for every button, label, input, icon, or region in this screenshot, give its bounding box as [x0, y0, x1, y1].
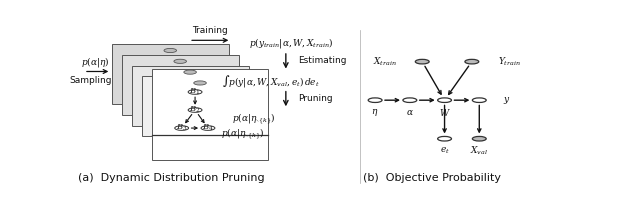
- Text: $W$: $W$: [438, 107, 451, 118]
- Circle shape: [472, 98, 486, 102]
- Bar: [122, 55, 239, 115]
- Circle shape: [438, 137, 451, 141]
- Circle shape: [415, 59, 429, 64]
- Text: $y$: $y$: [503, 95, 510, 106]
- Circle shape: [438, 98, 451, 102]
- Circle shape: [175, 126, 189, 130]
- Bar: [152, 69, 269, 160]
- Circle shape: [194, 81, 206, 85]
- Text: Pruning: Pruning: [298, 94, 333, 103]
- Text: $B_2$: $B_2$: [189, 105, 201, 115]
- Circle shape: [164, 48, 177, 53]
- Text: $e_t$: $e_t$: [440, 146, 449, 156]
- Circle shape: [184, 70, 196, 74]
- Text: $p(\alpha|\eta_{\setminus\{k\}})$: $p(\alpha|\eta_{\setminus\{k\}})$: [221, 127, 265, 142]
- Text: $\alpha$: $\alpha$: [406, 108, 414, 117]
- Circle shape: [188, 90, 202, 94]
- Text: $\int p(y|\alpha, W, X_{val}, e_t)\, de_t$: $\int p(y|\alpha, W, X_{val}, e_t)\, de_…: [222, 72, 320, 89]
- Circle shape: [188, 108, 202, 112]
- Text: Estimating: Estimating: [298, 56, 347, 65]
- Circle shape: [403, 98, 417, 102]
- Text: $\eta$: $\eta$: [371, 107, 379, 118]
- Text: Training: Training: [193, 26, 228, 35]
- Circle shape: [174, 59, 186, 63]
- Circle shape: [465, 59, 479, 64]
- Text: (a)  Dynamic Distribution Pruning: (a) Dynamic Distribution Pruning: [79, 173, 265, 183]
- Text: $p(y_{train}|\alpha, W, X_{train})$: $p(y_{train}|\alpha, W, X_{train})$: [248, 36, 333, 50]
- Text: $B_1$: $B_1$: [189, 87, 201, 97]
- Text: $B_3$: $B_3$: [176, 123, 188, 133]
- Text: $p(\alpha|\eta)$: $p(\alpha|\eta)$: [81, 55, 110, 69]
- Circle shape: [201, 126, 215, 130]
- Circle shape: [368, 98, 382, 102]
- Text: Sampling: Sampling: [70, 76, 112, 85]
- Text: $p(\alpha|\eta_{\setminus\{k\}})$: $p(\alpha|\eta_{\setminus\{k\}})$: [232, 111, 275, 127]
- Text: $B_4$: $B_4$: [202, 123, 214, 133]
- Circle shape: [472, 137, 486, 141]
- Text: $Y_{train}$: $Y_{train}$: [497, 55, 520, 68]
- Text: (b)  Objective Probability: (b) Objective Probability: [363, 173, 501, 183]
- Bar: [112, 45, 229, 104]
- Bar: [142, 76, 259, 136]
- Text: $X_{train}$: $X_{train}$: [373, 55, 397, 68]
- Text: $X_{val}$: $X_{val}$: [470, 145, 488, 157]
- Bar: [132, 66, 248, 126]
